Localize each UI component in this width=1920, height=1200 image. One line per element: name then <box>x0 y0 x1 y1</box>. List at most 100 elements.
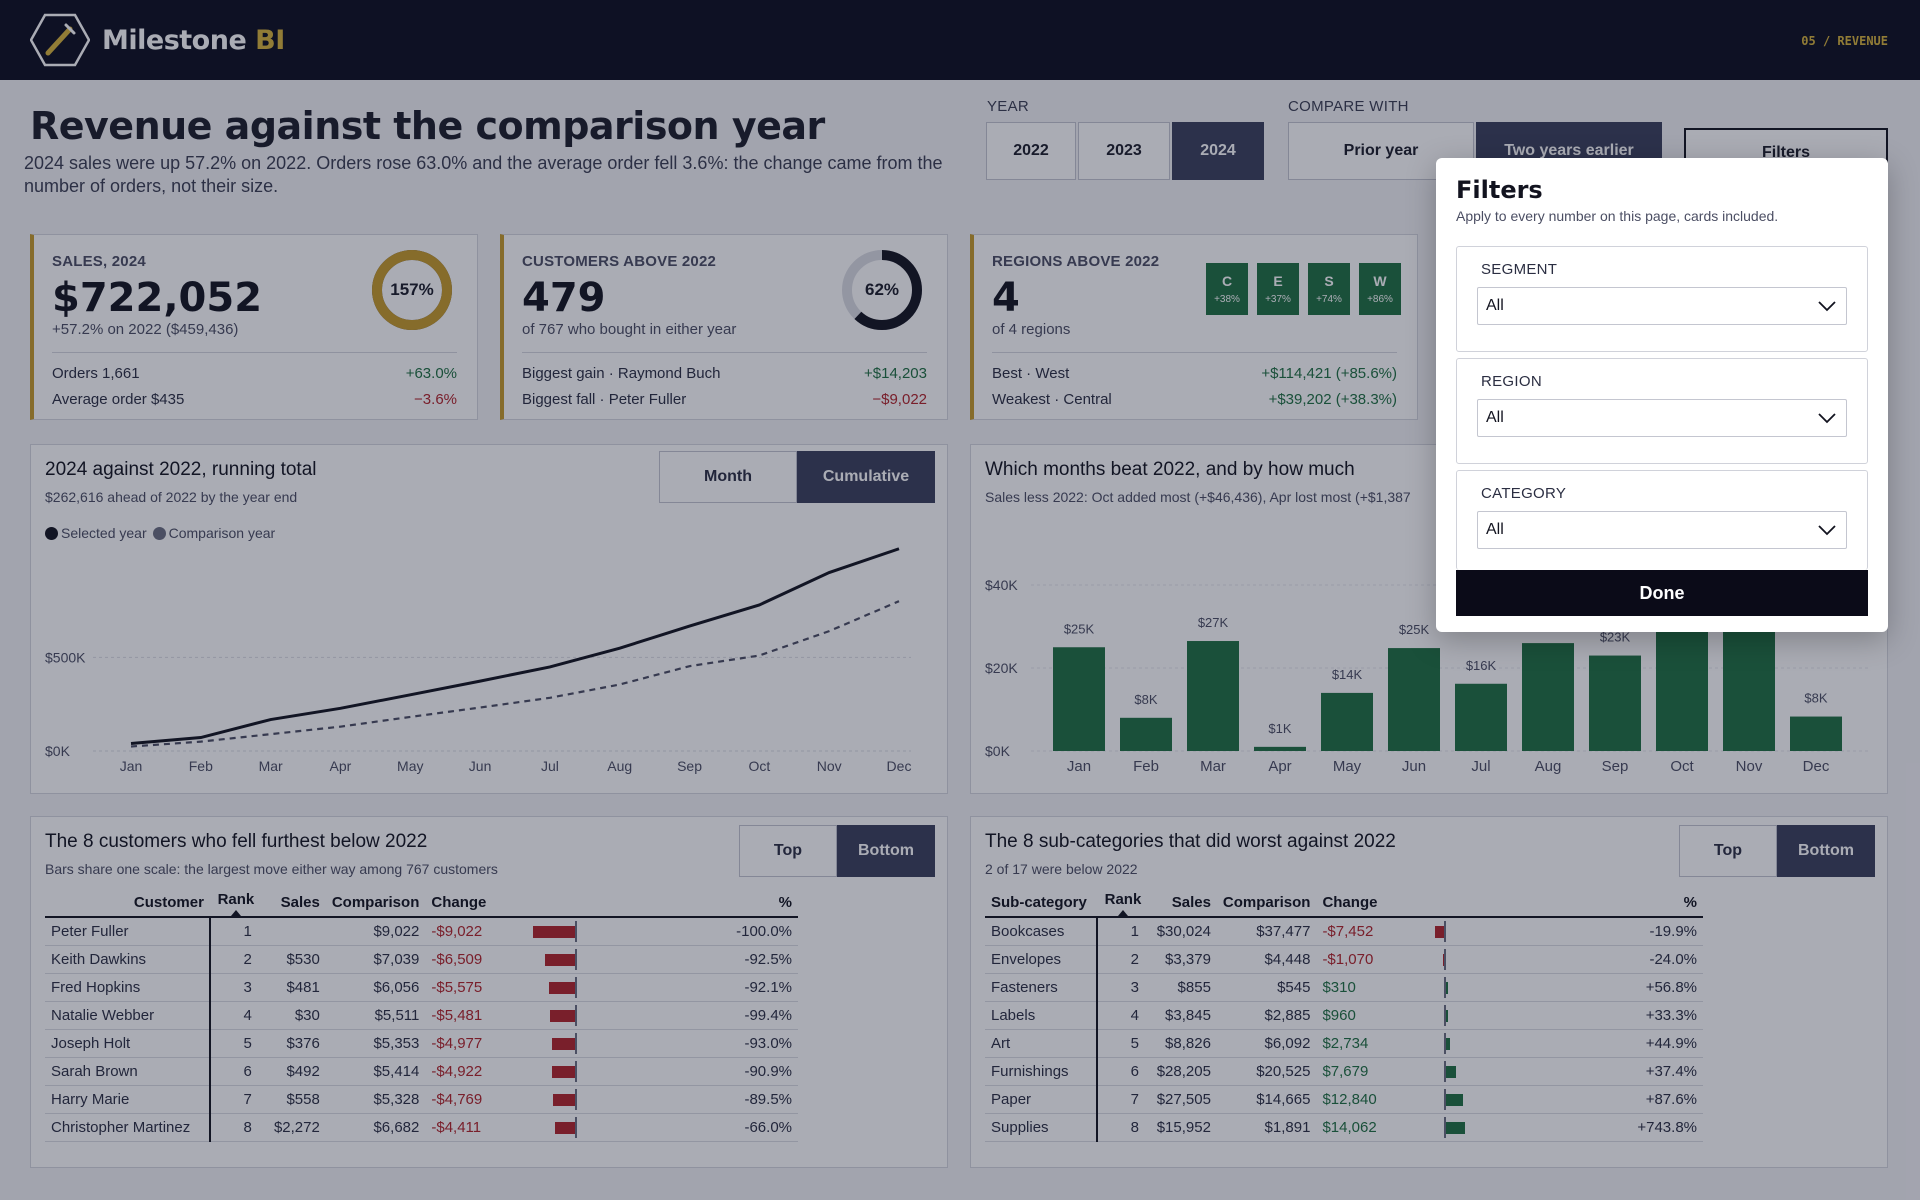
col-header-sales[interactable]: Sales <box>261 889 326 918</box>
category-select[interactable]: All <box>1477 511 1847 549</box>
cell-sales <box>261 917 326 946</box>
year-option-2023[interactable]: 2023 <box>1078 122 1170 180</box>
cell-change: $960 <box>1316 1001 1397 1030</box>
compare-option-prior-year[interactable]: Prior year <box>1288 122 1474 180</box>
top-option[interactable]: Top <box>739 825 837 877</box>
cell-bar <box>505 917 645 946</box>
year-label: YEAR <box>987 98 1030 115</box>
col-header-subcategory[interactable]: Sub-category <box>985 889 1097 918</box>
kpi-row-label: Average order $435 <box>52 391 185 408</box>
cell-bar <box>1396 1001 1536 1030</box>
region-select[interactable]: All <box>1477 399 1847 437</box>
divider <box>992 352 1397 353</box>
kpi-row-label: Biggest fall · Peter Fuller <box>522 391 687 408</box>
cell-bar <box>1396 1085 1536 1114</box>
col-header-pct[interactable]: % <box>644 889 798 918</box>
breadcrumb: 05 / REVENUE <box>1801 34 1888 48</box>
table-row[interactable]: Harry Marie 7 $558 $5,328 -$4,769 -89.5% <box>45 1085 798 1114</box>
change-bar <box>1446 1037 1450 1050</box>
table-row[interactable]: Natalie Webber 4 $30 $5,511 -$5,481 -99.4% <box>45 1001 798 1030</box>
chevron-down-icon <box>1818 525 1836 536</box>
kpi-row-label: Weakest · Central <box>992 391 1112 408</box>
col-header-change[interactable]: Change <box>425 889 506 918</box>
cell-sales: $27,505 <box>1148 1085 1217 1114</box>
table-row[interactable]: Paper 7 $27,505 $14,665 $12,840 +87.6% <box>985 1085 1703 1114</box>
table-row[interactable]: Keith Dawkins 2 $530 $7,039 -$6,509 -92.5% <box>45 945 798 974</box>
cell-change: $310 <box>1316 973 1397 1002</box>
col-header-rank[interactable]: Rank <box>209 889 262 918</box>
done-button[interactable]: Done <box>1456 570 1868 616</box>
table-row[interactable]: Labels 4 $3,845 $2,885 $960 +33.3% <box>985 1001 1703 1030</box>
brand-name: Milestone BI <box>102 24 285 56</box>
col-header-comparison[interactable]: Comparison <box>1216 889 1317 918</box>
cell-name: Christopher Martinez <box>45 1113 210 1142</box>
kpi-subtext: +57.2% on 2022 ($459,436) <box>52 321 239 338</box>
year-option-2022[interactable]: 2022 <box>986 122 1076 180</box>
cell-rank: 8 <box>208 1113 262 1142</box>
cell-rank: 3 <box>1095 973 1149 1002</box>
table-row[interactable]: Art 5 $8,826 $6,092 $2,734 +44.9% <box>985 1029 1703 1058</box>
bottom-option[interactable]: Bottom <box>1777 825 1875 877</box>
col-header-bar <box>1396 889 1536 918</box>
kpi-row-value: −3.6% <box>414 391 457 408</box>
cell-rank: 1 <box>1095 917 1149 946</box>
table-row[interactable]: Bookcases 1 $30,024 $37,477 -$7,452 -19.9% <box>985 917 1703 946</box>
kpi-row-value: −$9,022 <box>872 391 927 408</box>
table-row[interactable]: Supplies 8 $15,952 $1,891 $14,062 +743.8% <box>985 1113 1703 1142</box>
table-row[interactable]: Peter Fuller 1 $9,022 -$9,022 -100.0% <box>45 917 798 946</box>
bar-axis <box>575 1060 578 1082</box>
x-tick-label: Dec <box>1803 758 1830 775</box>
x-tick-label: Nov <box>817 758 842 774</box>
cell-pct: +33.3% <box>1535 1001 1703 1030</box>
panel-title: 2024 against 2022, running total <box>45 459 317 480</box>
col-header-change[interactable]: Change <box>1316 889 1397 918</box>
cell-change: -$5,575 <box>425 973 506 1002</box>
table-row[interactable]: Christopher Martinez 8 $2,272 $6,682 -$4,411… <box>45 1113 798 1142</box>
segment-select[interactable]: All <box>1477 287 1847 325</box>
bar-axis <box>575 1032 578 1054</box>
bar-axis <box>575 976 578 998</box>
cell-bar <box>1396 917 1536 946</box>
table-row[interactable]: Sarah Brown 6 $492 $5,414 -$4,922 -90.9% <box>45 1057 798 1086</box>
table-row[interactable]: Fred Hopkins 3 $481 $6,056 -$5,575 -92.1% <box>45 973 798 1002</box>
table-row[interactable]: Furnishings 6 $28,205 $20,525 $7,679 +37.4% <box>985 1057 1703 1086</box>
x-tick-label: Jun <box>469 758 492 774</box>
kpi-value: 479 <box>522 275 606 321</box>
bar-axis <box>575 1088 578 1110</box>
cell-comparison: $1,891 <box>1216 1113 1317 1142</box>
table-row[interactable]: Fasteners 3 $855 $545 $310 +56.8% <box>985 973 1703 1002</box>
sort-ascending-icon <box>1117 910 1128 916</box>
top-option[interactable]: Top <box>1679 825 1777 877</box>
cell-pct: +743.8% <box>1535 1113 1703 1142</box>
col-header-rank[interactable]: Rank <box>1096 889 1149 918</box>
month-cumulative-toggle: Month Cumulative <box>659 451 935 503</box>
cell-change: $7,679 <box>1316 1057 1397 1086</box>
bar-axis <box>1444 1116 1447 1138</box>
region-filter-group: REGION All <box>1456 358 1868 464</box>
month-option[interactable]: Month <box>659 451 797 503</box>
year-option-2024[interactable]: 2024 <box>1172 122 1264 180</box>
cell-bar <box>1396 1113 1536 1142</box>
bottom-option[interactable]: Bottom <box>837 825 935 877</box>
cell-comparison: $5,328 <box>325 1085 426 1114</box>
col-header-comparison[interactable]: Comparison <box>325 889 426 918</box>
table-row[interactable]: Envelopes 2 $3,379 $4,448 -$1,070 -24.0% <box>985 945 1703 974</box>
sales-donut <box>372 250 452 330</box>
x-tick-label: Apr <box>330 758 352 774</box>
cell-name: Peter Fuller <box>45 917 210 946</box>
col-header-customer[interactable]: Customer <box>45 889 210 918</box>
cell-change: -$4,977 <box>425 1029 506 1058</box>
cell-change: $14,062 <box>1316 1113 1397 1142</box>
region-tile-east: E +37% <box>1257 263 1299 315</box>
bar-axis <box>1444 948 1447 970</box>
cell-rank: 6 <box>1095 1057 1149 1086</box>
cumulative-option[interactable]: Cumulative <box>797 451 935 503</box>
col-header-sales[interactable]: Sales <box>1148 889 1217 918</box>
cell-name: Fasteners <box>985 973 1097 1002</box>
y-tick-label: $500K <box>45 649 86 665</box>
cell-sales: $481 <box>261 973 326 1002</box>
col-header-pct[interactable]: % <box>1535 889 1703 918</box>
table-row[interactable]: Joseph Holt 5 $376 $5,353 -$4,977 -93.0% <box>45 1029 798 1058</box>
chart-legend: Selected year Comparison year <box>45 525 281 541</box>
x-tick-label: May <box>397 758 423 774</box>
